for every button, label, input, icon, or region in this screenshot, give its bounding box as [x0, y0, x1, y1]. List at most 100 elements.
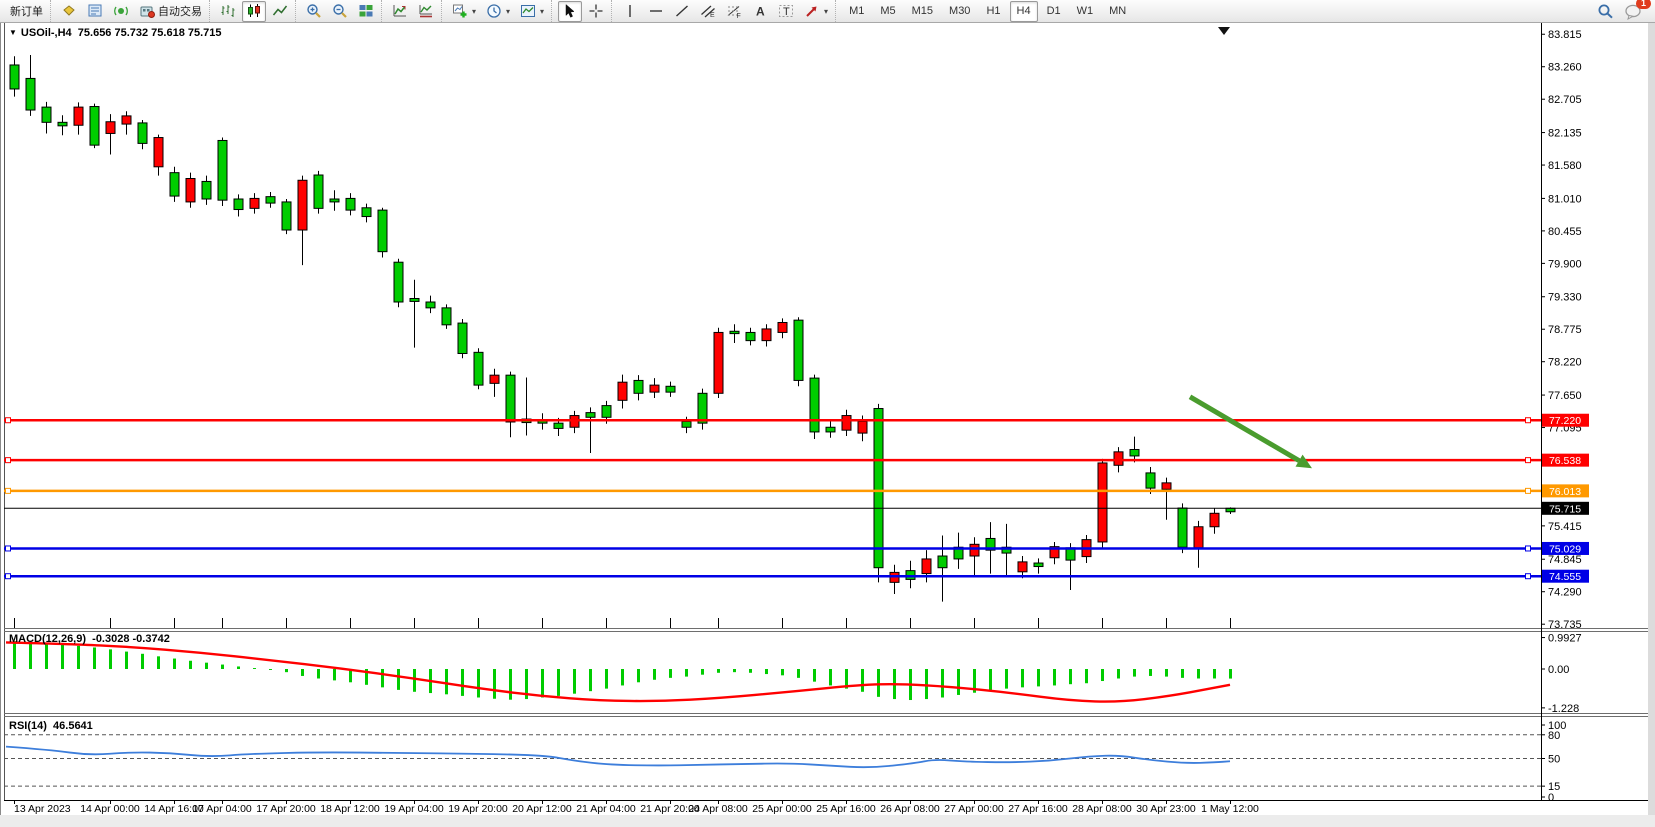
candle-body [201, 180, 212, 200]
candlestick-chart-button[interactable] [242, 0, 266, 22]
line-handle[interactable] [5, 487, 11, 494]
time-label: 17 Apr 04:00 [192, 803, 252, 815]
candle-body [841, 415, 852, 431]
candle-body [873, 408, 884, 569]
candle-body [249, 197, 260, 209]
new-order-button[interactable]: 新订单 [6, 1, 47, 22]
trendline-button[interactable] [670, 1, 694, 22]
line-handle[interactable] [1525, 417, 1531, 424]
svg-text:75.415: 75.415 [1548, 521, 1582, 533]
horizontal-line-76.013[interactable]: 76.013 [4, 484, 1589, 498]
svg-text:83.815: 83.815 [1548, 29, 1582, 41]
tf-w1-button[interactable]: W1 [1070, 1, 1101, 22]
search-button[interactable] [1593, 1, 1618, 22]
candle-body [1225, 507, 1236, 513]
add-indicator-button[interactable]: ▾ [448, 1, 480, 22]
notifications-button[interactable]: 1 [1620, 0, 1651, 22]
svg-text:79.900: 79.900 [1548, 258, 1582, 270]
macd-pane: 0.9927 0.00 -1.228 [5, 633, 1582, 715]
line-handle[interactable] [1525, 545, 1531, 552]
tf-mn-button[interactable]: MN [1102, 1, 1133, 22]
tf-d1-button[interactable]: D1 [1040, 1, 1068, 22]
tf-m15-button[interactable]: M15 [905, 1, 940, 22]
horizontal-line-75.029[interactable]: 75.029 [4, 541, 1589, 556]
line-chart-button[interactable] [268, 1, 292, 22]
candle-body [713, 331, 724, 394]
time-label: 26 Apr 08:00 [880, 803, 940, 815]
market-watch-button[interactable] [83, 1, 107, 22]
line-handle[interactable] [1525, 487, 1531, 494]
trend-arrow[interactable] [1188, 394, 1312, 469]
tf-d1-button-label: D1 [1046, 5, 1061, 17]
line-handle[interactable] [5, 417, 11, 424]
line-handle[interactable] [1525, 573, 1531, 580]
candle-body [777, 321, 788, 333]
channel-button[interactable]: E [696, 1, 720, 22]
autotrading-icon [139, 3, 155, 19]
cursor-icon [562, 3, 578, 19]
arrows-button[interactable]: ▾ [800, 1, 832, 22]
candle-body [825, 426, 836, 433]
time-label: 19 Apr 04:00 [384, 803, 444, 815]
horizontal-line-74.555[interactable]: 74.555 [4, 569, 1589, 584]
svg-text:73.735: 73.735 [1548, 619, 1582, 631]
price-badge-text: 76.538 [1549, 455, 1581, 467]
tf-m15-button-label: M15 [911, 5, 934, 17]
price-badge-text: 74.555 [1549, 571, 1581, 583]
zoom-out-button[interactable] [328, 1, 352, 22]
price-badge-text: 75.715 [1549, 503, 1581, 515]
crosshair-button[interactable] [584, 1, 608, 22]
line-handle[interactable] [5, 573, 11, 580]
line-handle[interactable] [5, 457, 11, 464]
zoom-out-icon [332, 3, 348, 19]
candle-body [41, 106, 52, 123]
crosshair-icon [588, 3, 604, 19]
chevron-down-icon[interactable]: ▾ [506, 6, 511, 16]
line-handle[interactable] [5, 545, 11, 552]
horizontal-line-77.220[interactable]: 77.220 [4, 413, 1589, 428]
history-center-button[interactable] [57, 1, 81, 22]
chevron-down-icon[interactable]: ▾ [472, 6, 477, 16]
price-badge [1542, 569, 1589, 583]
svg-text:F: F [737, 13, 741, 19]
templates-button[interactable]: ▾ [516, 1, 548, 22]
candle-body [473, 351, 484, 386]
candle-body [153, 137, 164, 168]
horizontal-line-76.538[interactable]: 76.538 [4, 453, 1589, 468]
line-handle[interactable] [1525, 457, 1531, 464]
signals-button[interactable] [109, 1, 133, 22]
indicator-list-button[interactable] [414, 1, 438, 22]
fibonacci-button[interactable]: F [722, 1, 746, 22]
vertical-line-button[interactable] [618, 1, 642, 22]
tile-windows-button[interactable] [354, 1, 378, 22]
tf-h1-button[interactable]: H1 [979, 1, 1007, 22]
bar-chart-button[interactable] [216, 1, 240, 22]
indicators-button[interactable] [388, 1, 412, 22]
chevron-down-icon[interactable]: ▾ [824, 6, 829, 16]
autotrading-button[interactable]: 自动交易 [135, 1, 206, 22]
text-button[interactable]: A [748, 1, 772, 22]
svg-text:80.455: 80.455 [1548, 226, 1582, 238]
text-label-button[interactable]: T [774, 1, 798, 22]
macd-signal-line [5, 641, 1231, 703]
cursor-button[interactable] [558, 0, 583, 22]
zoom-in-button[interactable] [302, 1, 326, 22]
candle-body [793, 319, 804, 381]
candle-body [89, 106, 100, 146]
tf-m1-button[interactable]: M1 [842, 1, 871, 22]
time-label: 24 Apr 08:00 [688, 803, 748, 815]
bid-price-line[interactable]: 75.715 [4, 501, 1589, 516]
tf-h4-button[interactable]: H4 [1009, 0, 1038, 22]
tf-m30-button[interactable]: M30 [942, 1, 977, 22]
time-label: 1 May 12:00 [1201, 803, 1259, 815]
candle-body [681, 420, 692, 428]
chart-shift-marker[interactable] [1218, 27, 1230, 35]
horizontal-line-button[interactable] [644, 1, 668, 22]
chevron-down-icon[interactable]: ▾ [540, 6, 545, 16]
bars-icon [220, 3, 236, 19]
tf-m5-button[interactable]: M5 [873, 1, 902, 22]
candle-body [345, 197, 356, 211]
periods-button[interactable]: ▾ [482, 1, 514, 22]
